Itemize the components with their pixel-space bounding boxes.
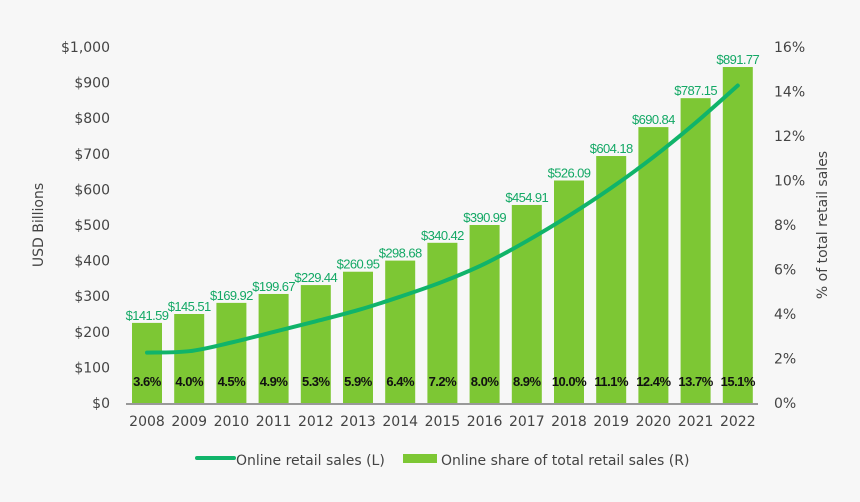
bar [300,285,331,403]
bar-value-label: 5.9% [344,374,373,389]
bar [722,67,753,404]
bar-value-label: 10.0% [552,374,587,389]
y-left-tick-labels: $0 $100 $200 $300 $400 $500 $600 $700 $800 $900 $1… [61,40,110,412]
y-left-tick: $100 [74,360,110,376]
y-left-tick: $500 [74,218,110,234]
bar [596,156,627,403]
line-value-label: $690.84 [632,112,675,127]
y-left-tick: $400 [74,254,110,270]
line-value-label: $199.67 [252,279,295,294]
bar [638,127,669,403]
x-tick-label: 2012 [298,414,334,430]
line-series [145,83,740,355]
line-value-label: $390.99 [463,210,506,225]
line-value-label: $141.59 [126,308,169,323]
y-right-tick: 2% [774,352,796,368]
line-value-label: $169.92 [210,288,253,303]
bar-value-label: 8.9% [513,374,542,389]
y-right-tick: 4% [774,307,796,323]
x-tick-label: 2015 [425,414,461,430]
x-tick-labels: 2008 2009 2010 2011 2012 2013 2014 2015 2016 2017… [129,414,755,430]
x-tick-label: 2021 [678,414,714,430]
y-right-axis-label: % of total retail sales [815,151,831,299]
line-value-label: $891.77 [716,52,759,67]
line-value-label: $145.51 [168,299,211,314]
bar [343,271,373,403]
x-tick-label: 2008 [129,414,165,430]
y-right-tick: 0% [774,396,796,412]
x-tick-label: 2020 [636,414,672,430]
x-tick-label: 2022 [720,414,756,430]
y-right-tick: 6% [774,263,796,279]
x-tick-label: 2016 [467,414,503,430]
x-tick-label: 2013 [340,414,376,430]
bar [680,98,711,404]
bar-value-label: 4.5% [218,374,247,389]
y-left-tick: $800 [74,111,110,127]
y-left-tick: $1,000 [61,40,110,56]
line-value-label: $298.68 [379,246,422,261]
bar-value-label: 12.4% [636,374,671,389]
line-value-label: $229.44 [294,270,337,285]
y-right-tick: 10% [774,174,805,190]
x-tick-label: 2010 [214,414,250,430]
legend-label-bar: Online share of total retail sales (R) [441,453,689,469]
y-right-tick: 16% [774,40,805,56]
y-left-tick: $600 [74,182,110,198]
bar-value-label: 4.0% [175,374,204,389]
bar [216,302,247,403]
legend-bar-swatch [403,454,437,463]
x-tick-label: 2011 [256,414,292,430]
x-tick-label: 2018 [551,414,587,430]
y-left-tick: $900 [74,76,110,92]
y-right-tick: 12% [774,129,805,145]
line-value-label: $340.42 [421,228,464,243]
bar [427,242,458,403]
legend-label-line: Online retail sales (L) [236,453,385,469]
x-tick-label: 2017 [509,414,545,430]
data-labels: 3.6% $141.59 4.0% $145.51 4.5% $169.92 4.9% $19… [126,52,761,389]
y-left-tick: $200 [74,325,110,341]
y-left-tick: $0 [92,396,110,412]
bar-value-label: 7.2% [429,374,458,389]
bar [469,225,500,403]
y-left-tick: $700 [74,147,110,163]
y-left-tick: $300 [74,289,110,305]
bar-value-label: 5.3% [302,374,331,389]
bar-value-label: 15.1% [721,374,756,389]
x-tick-label: 2009 [171,414,207,430]
x-tick-label: 2014 [382,414,418,430]
y-right-tick: 8% [774,218,796,234]
line-value-label: $454.91 [505,190,548,205]
bar [511,204,542,403]
line-value-label: $260.95 [337,257,380,272]
bar-value-label: 8.0% [471,374,500,389]
y-right-tick: 14% [774,85,805,101]
bar-value-label: 13.7% [678,374,713,389]
line-value-label: $526.09 [548,166,591,181]
y-right-tick-labels: 0% 2% 4% 6% 8% 10% 12% 14% 16% [774,40,805,412]
line-value-label: $604.18 [590,141,633,156]
line-value-label: $787.15 [674,83,717,98]
bar [132,322,162,403]
bars [132,67,753,404]
bar [258,293,289,403]
bar [174,314,205,403]
line-path [145,83,740,355]
x-tick-label: 2019 [593,414,629,430]
legend: Online retail sales (L) Online share of … [195,453,689,469]
bar-value-label: 11.1% [594,374,629,389]
bar-value-label: 3.6% [133,374,162,389]
bar-value-label: 6.4% [386,374,415,389]
y-left-axis-label: USD Billions [31,183,47,267]
bar-value-label: 4.9% [260,374,289,389]
bar [385,260,416,403]
